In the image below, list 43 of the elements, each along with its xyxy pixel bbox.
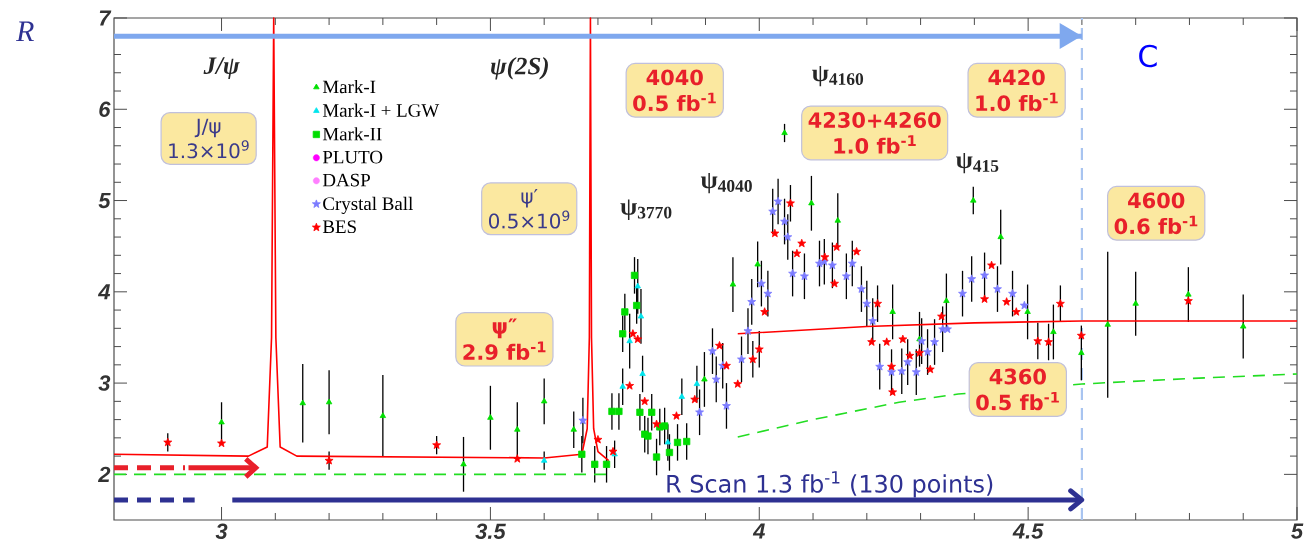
annotation: ψ$_{3770}$	[620, 199, 672, 220]
legend-label: Mark-I	[322, 79, 376, 94]
legend-label: DASP	[322, 173, 370, 187]
annotation: 2.9 fb$^{-1}$	[463, 341, 546, 361]
y-tick-label: 6	[99, 101, 111, 118]
annotation: 1.0 fb$^{-1}$	[834, 135, 916, 154]
y-tick-label: 5	[98, 192, 111, 209]
annotation: R Scan 1.3 fb$^{-1}$ (130 points)	[667, 471, 993, 498]
legend-label: Crystal Ball	[323, 196, 413, 214]
x-tick-label: 4	[752, 523, 765, 539]
annotation: J/ψ	[203, 57, 240, 80]
annotation: 4230+4260	[808, 112, 941, 128]
x-tick-label: 4.5	[1012, 523, 1044, 539]
annotation: 0.5×10$^{9}$	[488, 210, 570, 229]
legend-label: Mark-II	[322, 127, 382, 141]
annotation: 0.5 fb$^{-1}$	[633, 92, 716, 112]
x-tick-label: 5	[1291, 523, 1304, 539]
y-tick-label: 2	[97, 466, 111, 483]
annotation: ψ$_{415}$	[956, 152, 999, 174]
annotation: 4600	[1128, 192, 1185, 209]
annotation: 4420	[988, 69, 1045, 86]
annotation: 1.0 fb$^{-1}$	[976, 92, 1058, 112]
x-tick-label: 3.5	[475, 523, 506, 540]
annotation: ψ$_{4160}$	[812, 66, 864, 87]
annotation: ψ(2S)	[491, 56, 548, 80]
annotation: 0.5 fb$^{-1}$	[976, 391, 1059, 411]
legend-label: PLUTO	[322, 150, 383, 164]
annotation: ψ″	[492, 318, 517, 339]
annotation: J/ψ	[194, 118, 221, 138]
annotation: 1.3×10$^{9}$	[169, 140, 249, 159]
annotation: 0.6 fb$^{-1}$	[1114, 215, 1198, 235]
x-tick-label: 3	[215, 523, 228, 540]
y-axis-title: R	[15, 21, 34, 42]
ref-line-label: C	[1139, 44, 1157, 68]
legend-label: Mark-I + LGW	[322, 103, 440, 117]
annotation: 4040	[646, 69, 703, 86]
annotation: ψ′	[521, 188, 538, 208]
legend-label: BES	[322, 220, 356, 234]
y-tick-label: 4	[97, 284, 111, 300]
annotation: ψ$_{4040}$	[700, 173, 752, 194]
y-tick-label: 3	[98, 375, 111, 391]
y-tick-label: 7	[99, 10, 112, 26]
annotation: 4360	[989, 368, 1046, 385]
